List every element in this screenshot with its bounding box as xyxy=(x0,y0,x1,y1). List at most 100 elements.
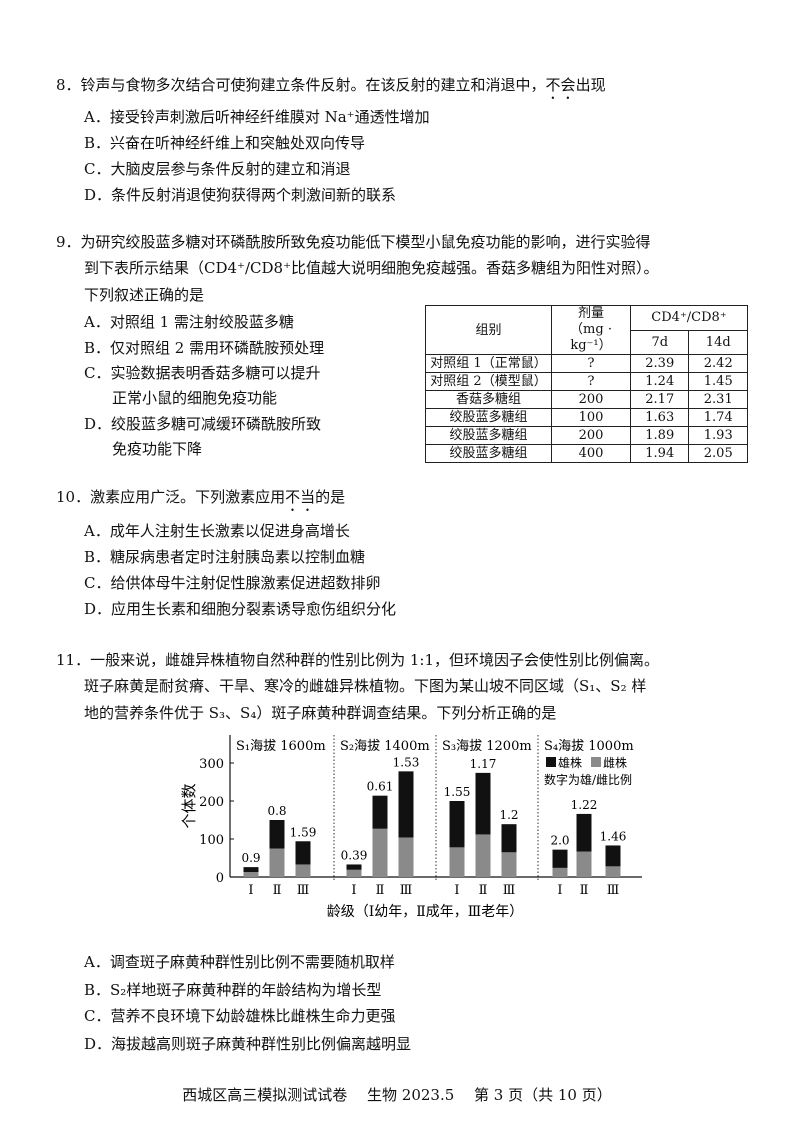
q9-option-c-cont: 正常小鼠的细胞免疫功能 xyxy=(112,389,278,407)
table-cell: 200 xyxy=(551,426,631,445)
bar-male xyxy=(576,813,592,852)
bar-female xyxy=(475,834,491,877)
bar-ratio-label: 2.0 xyxy=(550,834,569,848)
bar-female xyxy=(243,872,259,877)
q11-stem-3: 地的营养条件优于 S₃、S₄）斑子麻黄种群调查结果。下列分析正确的是 xyxy=(84,704,557,722)
bar-male xyxy=(449,801,465,848)
table-row: 绞股蓝多糖组 200 1.89 1.93 xyxy=(425,426,748,445)
bar-female xyxy=(269,848,285,877)
x-tick-label: Ⅰ xyxy=(557,883,562,898)
bar-male xyxy=(295,841,311,865)
table-cell: ? xyxy=(551,372,631,391)
table-cell: 1.89 xyxy=(629,426,690,445)
q11-option-b: B．S₂样地斑子麻黄种群的年龄结构为增长型 xyxy=(84,981,382,999)
bar-female xyxy=(346,869,362,877)
table-cell: 1.93 xyxy=(688,426,748,445)
table-cell: 2.42 xyxy=(688,354,748,373)
q11-option-a: A．调查斑子麻黄种群性别比例不需要随机取样 xyxy=(84,953,395,971)
x-tick-label: Ⅱ xyxy=(273,883,282,898)
header-dose: 剂量 （mg · kg⁻¹） xyxy=(551,305,631,355)
bar-ratio-label: 0.61 xyxy=(367,780,394,794)
table-cell: 1.24 xyxy=(629,372,690,391)
bar-ratio-label: 1.22 xyxy=(571,798,598,812)
table-cell: 400 xyxy=(551,444,631,463)
q9-option-c: C．实验数据表明香菇多糖可以提升 xyxy=(84,364,321,382)
bar-ratio-label: 1.46 xyxy=(600,829,627,843)
table-cell: 1.63 xyxy=(629,408,690,427)
table-row: 对照组 2（模型鼠）? 1.24 1.45 xyxy=(425,372,748,391)
table-cell: 2.17 xyxy=(629,390,690,409)
table-cell: 绞股蓝多糖组 xyxy=(425,444,552,463)
bar-male xyxy=(398,771,414,838)
x-tick-label: Ⅲ xyxy=(503,883,516,898)
x-tick-label: Ⅱ xyxy=(580,883,589,898)
table-cell: 100 xyxy=(551,408,631,427)
table-cell: 1.45 xyxy=(688,372,748,391)
table-cell: 绞股蓝多糖组 xyxy=(425,408,552,427)
table-row: 香菇多糖组 200 2.17 2.31 xyxy=(425,390,748,409)
x-axis-label: 龄级（Ⅰ幼年，Ⅱ成年，Ⅲ老年） xyxy=(327,904,524,920)
bar-male xyxy=(605,845,621,867)
x-tick-label: Ⅱ xyxy=(479,883,488,898)
table-row: 对照组 1（正常鼠）? 2.39 2.42 xyxy=(425,354,748,373)
y-axis-label: 个体数 xyxy=(180,783,198,828)
bar-ratio-label: 1.17 xyxy=(470,757,497,771)
q8-stem: 8．铃声与食物多次结合可使狗建立条件反射。在该反射的建立和消退中，不会出现 xyxy=(56,76,606,94)
q9-option-d-cont: 免疫功能下降 xyxy=(112,440,203,458)
bar-ratio-label: 0.9 xyxy=(241,851,260,865)
q10-stem: 10．激素应用广泛。下列激素应用不当的是 xyxy=(56,488,346,506)
bar-female xyxy=(295,864,311,877)
q9-stem-3: 下列叙述正确的是 xyxy=(84,286,205,304)
q9-data-table: 组别 剂量 （mg · kg⁻¹） CD4⁺/CD8⁺ 7d 14d 对照组 1（正… xyxy=(425,305,748,463)
q9-option-a: A．对照组 1 需注射绞股蓝多糖 xyxy=(84,313,294,331)
bar-ratio-label: 1.2 xyxy=(499,808,518,822)
table-cell: 绞股蓝多糖组 xyxy=(425,426,552,445)
table-row: 绞股蓝多糖组 100 1.63 1.74 xyxy=(425,408,748,427)
bar-male xyxy=(552,849,568,868)
q11-stem-2: 斑子麻黄是耐贫瘠、干旱、寒冷的雌雄异株植物。下图为某山坡不同区域（S₁、S₂ 样 xyxy=(84,677,647,695)
bar-ratio-label: 1.53 xyxy=(393,755,420,769)
x-tick-label: Ⅲ xyxy=(400,883,413,898)
bar-ratio-label: 0.8 xyxy=(267,804,286,818)
table-cell: ? xyxy=(551,354,631,373)
q11-option-c: C．营养不良环境下幼龄雄株比雌株生命力更强 xyxy=(84,1007,396,1025)
header-group: 组别 xyxy=(425,305,552,355)
legend-note: 数字为雄/雌比例 xyxy=(544,772,632,787)
q9-stem-1: 9．为研究绞股蓝多糖对环磷酰胺所致免疫功能低下模型小鼠免疫功能的影响，进行实验得 xyxy=(56,233,651,251)
q8-option-d: D．条件反射消退使狗获得两个刺激间新的联系 xyxy=(84,186,397,204)
q9-option-b: B．仅对照组 2 需用环磷酰胺预处理 xyxy=(84,339,325,357)
panel-title: S₃海拔 1200m xyxy=(442,739,532,754)
bar-male xyxy=(475,772,491,835)
bar-female xyxy=(372,828,388,877)
bar-male xyxy=(243,867,259,873)
bar-female xyxy=(605,866,621,877)
q9-stem-2: 到下表所示结果（CD4⁺/CD8⁺比值越大说明细胞免疫越强。香菇多糖组为阳性对照… xyxy=(84,259,659,277)
q9-option-d: D．绞股蓝多糖可减缓环磷酰胺所致 xyxy=(84,415,322,433)
x-tick-label: Ⅲ xyxy=(297,883,310,898)
legend-female-label: 雌株 xyxy=(603,755,627,770)
table-cell: 2.31 xyxy=(688,390,748,409)
bar-ratio-label: 0.39 xyxy=(341,848,368,862)
y-tick-label: 300 xyxy=(199,757,224,772)
bar-male xyxy=(346,864,362,870)
table-cell: 香菇多糖组 xyxy=(425,390,552,409)
table-cell: 对照组 2（模型鼠） xyxy=(425,372,552,391)
table-cell: 200 xyxy=(551,390,631,409)
bar-male xyxy=(501,824,517,853)
x-tick-label: Ⅰ xyxy=(351,883,356,898)
table-cell: 1.94 xyxy=(629,444,690,463)
x-tick-label: Ⅰ xyxy=(454,883,459,898)
bar-female xyxy=(576,851,592,877)
y-tick-label: 0 xyxy=(216,871,224,886)
table-cell: 对照组 1（正常鼠） xyxy=(425,354,552,373)
x-tick-label: Ⅱ xyxy=(376,883,385,898)
table-row: 绞股蓝多糖组 400 1.94 2.05 xyxy=(425,444,748,463)
bar-ratio-label: 1.59 xyxy=(290,825,317,839)
table-cell: 2.39 xyxy=(629,354,690,373)
y-tick-label: 100 xyxy=(199,833,224,848)
x-tick-label: Ⅰ xyxy=(248,883,253,898)
panel-title: S₁海拔 1600m xyxy=(236,739,326,754)
bar-female xyxy=(552,867,568,877)
